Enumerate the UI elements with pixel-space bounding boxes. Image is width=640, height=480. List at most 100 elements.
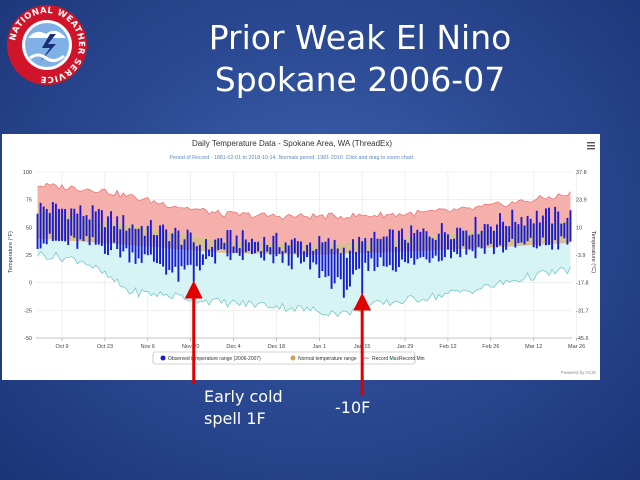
observed-bar[interactable] [257,241,260,252]
observed-bar[interactable] [263,236,266,261]
observed-bar[interactable] [505,225,508,250]
observed-bar[interactable] [223,242,226,250]
observed-bar[interactable] [483,223,486,254]
observed-bar[interactable] [159,225,161,265]
observed-bar[interactable] [64,208,67,242]
observed-bar[interactable] [143,235,146,255]
observed-bar[interactable] [128,228,131,263]
observed-bar[interactable] [201,254,204,265]
observed-bar[interactable] [51,202,54,242]
menu-icon[interactable] [587,142,595,150]
credit-text[interactable]: Powered by ACIS [561,370,596,375]
observed-bar[interactable] [290,239,293,270]
observed-bar[interactable] [299,241,302,264]
observed-bar[interactable] [324,241,327,278]
observed-bar[interactable] [517,224,520,244]
observed-bar[interactable] [453,238,456,252]
legend-item-normal[interactable]: Normal temperature range [290,355,357,363]
observed-bar[interactable] [489,226,492,244]
observed-bar[interactable] [440,223,443,261]
observed-bar[interactable] [254,241,256,254]
observed-bar[interactable] [107,216,109,256]
observed-bar[interactable] [168,241,171,270]
observed-bar[interactable] [125,230,128,249]
observed-bar[interactable] [361,241,364,294]
observed-bar[interactable] [376,238,379,268]
observed-bar[interactable] [379,238,382,258]
observed-bar[interactable] [373,231,376,271]
observed-bar[interactable] [480,230,483,249]
observed-bar[interactable] [309,242,312,270]
observed-bar[interactable] [42,206,45,244]
observed-bar[interactable] [287,245,290,266]
observed-bar[interactable] [382,236,385,267]
observed-bar[interactable] [545,208,547,246]
observed-bar[interactable] [192,242,195,282]
observed-bar[interactable] [217,238,220,251]
observed-bar[interactable] [569,210,572,242]
observed-bar[interactable] [355,252,358,270]
observed-bar[interactable] [284,242,287,253]
observed-bar[interactable] [548,207,550,245]
observed-bar[interactable] [394,246,397,272]
observed-bar[interactable] [397,230,400,268]
observed-bar[interactable] [275,232,278,257]
observed-bar[interactable] [82,216,85,242]
observed-bar[interactable] [502,221,505,253]
observed-bar[interactable] [560,223,563,237]
observed-bar[interactable] [306,244,309,258]
observed-bar[interactable] [122,215,125,252]
observed-bar[interactable] [61,208,63,242]
observed-bar[interactable] [183,239,186,270]
observed-bar[interactable] [232,246,235,254]
plot-area[interactable] [36,171,577,339]
observed-bar[interactable] [269,247,272,255]
observed-bar[interactable] [79,205,82,240]
observed-bar[interactable] [318,235,321,278]
observed-bar[interactable] [76,213,79,249]
observed-bar[interactable] [511,209,514,239]
observed-bar[interactable] [419,231,422,258]
observed-bar[interactable] [48,212,51,234]
observed-bar[interactable] [388,229,391,266]
observed-bar[interactable] [146,225,149,256]
observed-bar[interactable] [58,208,60,241]
observed-bar[interactable] [447,234,449,250]
observed-bar[interactable] [229,229,232,260]
observed-bar[interactable] [462,230,465,247]
observed-bar[interactable] [404,239,407,263]
observed-bar[interactable] [131,224,134,253]
observed-bar[interactable] [208,249,211,257]
observed-bar[interactable] [486,224,489,246]
observed-bar[interactable] [272,235,275,264]
observed-bar[interactable] [333,240,336,284]
chart-panel[interactable]: Daily Temperature Data - Spokane Area, W… [2,134,600,380]
observed-bar[interactable] [474,216,477,259]
observed-bar[interactable] [529,218,532,238]
observed-bar[interactable] [156,235,158,263]
observed-bar[interactable] [342,247,345,298]
observed-bar[interactable] [162,224,165,267]
observed-bar[interactable] [241,230,244,261]
observed-bar[interactable] [407,242,410,264]
observed-bar[interactable] [45,208,48,245]
observed-bar[interactable] [413,233,416,265]
observed-bar[interactable] [174,227,177,267]
observed-bar[interactable] [140,226,143,263]
observed-bar[interactable] [110,211,112,251]
observed-bar[interactable] [113,226,116,243]
observed-bar[interactable] [152,234,155,262]
observed-bar[interactable] [345,257,348,290]
observed-bar[interactable] [244,239,247,253]
observed-bar[interactable] [563,222,566,239]
observed-bar[interactable] [425,231,428,260]
observed-bar[interactable] [94,211,97,245]
observed-bar[interactable] [465,230,468,255]
observed-bar[interactable] [336,248,339,278]
observed-bar[interactable] [554,206,557,240]
observed-bar[interactable] [437,233,440,262]
observed-bar[interactable] [471,234,474,252]
observed-bar[interactable] [422,228,425,257]
observed-bar[interactable] [523,225,526,245]
observed-bar[interactable] [165,229,168,275]
